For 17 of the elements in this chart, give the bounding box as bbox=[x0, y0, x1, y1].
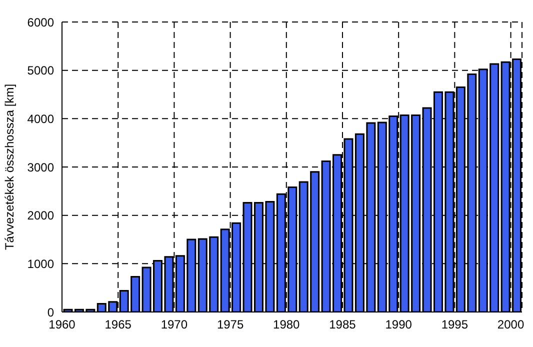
x-tick-label: 1985 bbox=[329, 318, 356, 332]
x-tick-label: 1990 bbox=[385, 318, 412, 332]
x-tick-label: 1960 bbox=[48, 318, 76, 332]
y-tick-label: 4000 bbox=[27, 112, 54, 126]
y-tick-label: 1000 bbox=[27, 256, 54, 271]
y-tick-label: 6000 bbox=[27, 15, 54, 30]
y-tick-label: 2000 bbox=[27, 208, 54, 223]
x-tick-label: 2000 bbox=[497, 318, 524, 332]
x-tick-label: 1965 bbox=[104, 318, 132, 332]
x-tick-label: 1980 bbox=[273, 318, 300, 332]
y-axis-title: Távvezetékek összhossza [km] bbox=[2, 84, 16, 250]
y-tick-label: 0 bbox=[47, 305, 54, 320]
x-tick-label: 1975 bbox=[216, 318, 244, 332]
y-tick-label: 3000 bbox=[27, 160, 54, 174]
x-tick-label: 1970 bbox=[160, 318, 188, 332]
x-tick-label: 1995 bbox=[441, 318, 468, 332]
y-tick-label: 5000 bbox=[27, 64, 54, 78]
